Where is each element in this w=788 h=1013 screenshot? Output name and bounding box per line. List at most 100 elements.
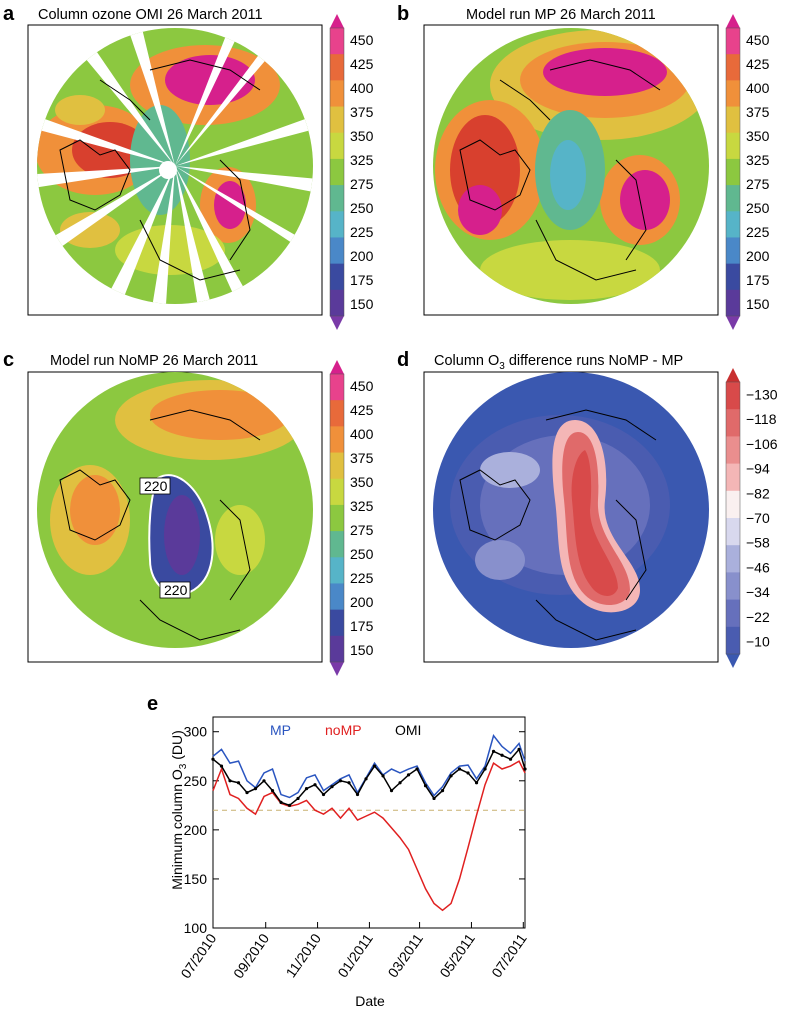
map-panels: a Column ozone OMI 26 March 2011 [3,3,778,676]
series-line-nomp [212,760,526,912]
cbar-b-tick-label: 350 [746,128,770,144]
cbar-c-swatch [330,478,344,506]
data-point-omi [364,777,368,781]
cbar-a-tick-label: 250 [350,200,374,216]
data-point-omi [381,774,385,778]
data-point-omi [287,803,292,807]
ozone-map-b [433,28,709,304]
data-point-omi [372,764,377,768]
colorbar-c: 450 425 400 375 350 325 275 250 225 200 175 150 [329,360,374,676]
data-point-omi [457,767,462,771]
cbar-b-swatch [726,28,740,55]
panel-letter-b: b [397,3,409,25]
panel-letter-d: d [397,349,409,371]
cbar-d-tick-label: −22 [746,609,770,625]
cbar-c-swatch [330,635,344,663]
cbar-a-tick-label: 400 [350,80,374,96]
cbar-d-tick-label: −34 [746,584,770,600]
cbar-c-swatch [330,531,344,558]
data-point-omi [415,767,419,771]
legend-omi: OMI [395,722,421,738]
data-point-omi [398,781,402,785]
data-point-omi [500,753,504,757]
y-tick-label: 200 [184,822,208,838]
series-layer [211,734,527,912]
cbar-a-tick-label: 325 [350,152,374,168]
cbar-b-tick-label: 175 [746,272,770,288]
cbar-a-swatch [330,237,344,265]
cbar-c-tick-label: 150 [350,642,374,658]
panel-letter-e: e [147,693,158,715]
y-tick-label: 300 [184,724,208,740]
cbar-c-tick-label: 175 [350,618,374,634]
colorbar-a: 450 425 400 375 350 325 275 250 225 200 175 150 [329,14,374,330]
data-point-omi [440,789,445,793]
cbar-c-swatch [330,609,344,637]
data-point-omi [491,749,496,753]
cbar-b-tick-label: 275 [746,176,770,192]
panel-title-b: Model run MP 26 March 2011 [466,7,656,23]
data-point-omi [347,781,351,785]
x-tick-label: 11/2010 [282,930,324,980]
cbar-b-arrow-bottom [726,316,740,330]
data-point-omi [449,774,453,778]
cbar-d-tick-label: −118 [746,411,777,427]
contour-label-bottom-box [159,581,191,599]
cbar-a-tick-label: 275 [350,176,374,192]
cbar-a-swatch [330,289,344,317]
cbar-c-tick-label: 325 [350,498,374,514]
cbar-b-swatch [726,80,740,108]
data-point-omi [466,771,470,775]
data-point-omi [338,779,343,783]
cbar-a-tick-label: 450 [350,32,374,48]
cbar-b-tick-label: 250 [746,200,770,216]
panel-letter-c: c [3,349,14,371]
data-point-omi [228,779,232,783]
data-point-omi [321,792,326,797]
cbar-c-tick-label: 200 [350,594,374,610]
cbar-b-tick-label: 400 [746,80,770,96]
data-point-omi [236,781,241,785]
data-point-omi [245,790,249,795]
ozone-map-c [37,372,313,648]
data-point-omi [423,784,428,788]
data-point-omi [355,792,360,797]
cbar-b-swatch [726,237,740,265]
cbar-b-swatch [726,289,740,317]
data-point-omi [330,785,334,789]
cbar-a-swatch [330,80,344,108]
cbar-c-tick-label: 400 [350,426,374,442]
contour-label-top-box [139,477,171,495]
cbar-c-swatch [330,400,344,427]
data-point-omi [474,781,479,785]
cbar-a-swatch [330,28,344,55]
cbar-d-swatch [726,409,740,437]
data-point-omi [296,796,300,801]
cbar-c-outline [329,373,345,663]
cbar-c-swatch [330,374,344,401]
cbar-a-tick-label: 350 [350,128,374,144]
cbar-d-tick-label: −46 [746,559,770,575]
cbar-b-swatch [726,158,740,186]
panel-c: c Model run NoMP 26 March 2011 220 220 [3,349,323,663]
series-line-omi [212,747,526,807]
cbar-c-swatch [330,452,344,480]
cbar-d-tick-label: −106 [746,436,778,452]
cbar-d-swatch [726,382,740,410]
data-point-omi [389,789,394,793]
cbar-a-swatch [330,211,344,238]
cbar-a-swatch [330,158,344,186]
cbar-b-tick-label: 375 [746,104,770,120]
cbar-d-tick-label: −10 [746,634,770,650]
cbar-a-swatch [330,185,344,212]
cbar-d-swatch [726,436,740,465]
cbar-d-tick-label: −58 [746,535,770,551]
cbar-d-tick-label: −82 [746,485,770,501]
cbar-a-tick-label: 200 [350,248,374,264]
cbar-a-arrow-top [330,14,344,28]
data-point-omi [262,779,266,783]
x-tick-label: 03/2011 [384,930,426,980]
cbar-d-tick-label: −130 [746,386,778,402]
x-tick-label: 07/2010 [177,930,219,981]
